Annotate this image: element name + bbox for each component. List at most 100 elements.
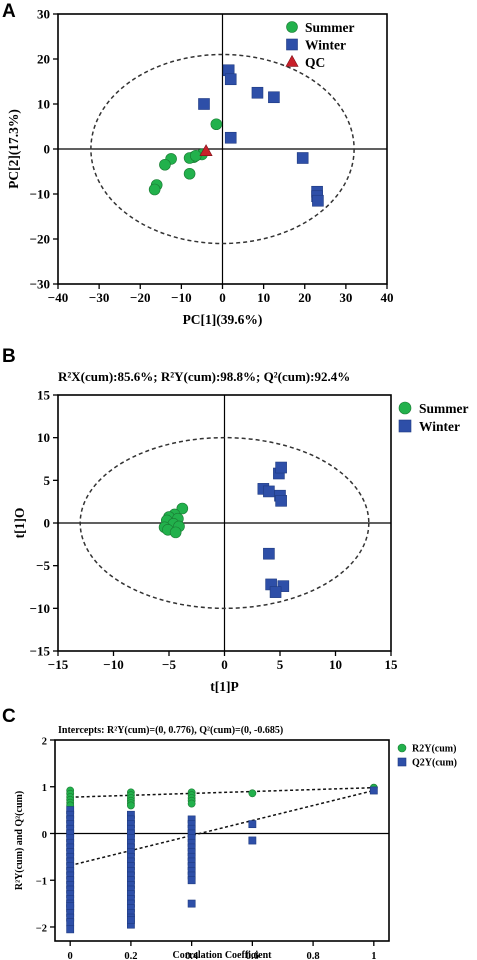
- series-q2y-cum-: [66, 786, 378, 934]
- data-point: [369, 786, 378, 795]
- y-tick-label: −20: [30, 232, 50, 247]
- legend-label: Q2Y(cum): [412, 758, 457, 769]
- legend-label: Summer: [305, 20, 355, 35]
- x-tick-label: −10: [171, 290, 191, 305]
- data-point: [176, 502, 189, 515]
- legend-label: QC: [305, 55, 325, 70]
- data-point: [66, 902, 75, 910]
- legend-label: Winter: [305, 38, 346, 53]
- chart-pca: −40 −30 −20 −10 0 10 20 30 40−30−20−100102030PC[…: [6, 7, 394, 328]
- y-tick-label: 2: [42, 737, 47, 748]
- legend-label: Winter: [419, 419, 460, 434]
- legend: Summer Winter: [398, 401, 469, 434]
- y-tick-label: −2: [36, 923, 47, 934]
- data-point: [248, 836, 257, 845]
- series-r2y-cum-: [66, 783, 378, 810]
- x-tick-label: −20: [130, 290, 150, 305]
- y-tick-label: −1: [36, 877, 47, 888]
- data-point: [187, 876, 196, 885]
- data-point: [275, 495, 287, 507]
- data-point: [127, 916, 135, 924]
- data-point: [187, 799, 196, 808]
- data-point: [199, 144, 213, 156]
- y-tick-label: −10: [30, 187, 50, 202]
- y-tick-label: −30: [30, 277, 50, 292]
- x-tick-label: 0.4: [185, 951, 199, 960]
- x-tick-label: 0: [68, 951, 73, 960]
- x-tick-label: 0: [221, 657, 228, 672]
- legend-label: R2Y(cum): [412, 744, 456, 755]
- y-tick-label: 0: [44, 142, 51, 157]
- data-point: [248, 789, 257, 798]
- legend-label: Summer: [419, 401, 469, 416]
- x-tick-label: 0.2: [124, 951, 137, 960]
- data-point: [187, 899, 196, 908]
- legend-marker: [397, 757, 407, 767]
- y-axis-label: t[1]O: [12, 508, 27, 539]
- y-axis-label: PC[2](17.3%): [6, 109, 21, 189]
- x-tick-label: 5: [277, 657, 284, 672]
- data-point: [127, 801, 135, 810]
- legend-marker: [286, 21, 298, 33]
- y-tick-label: 10: [37, 430, 50, 445]
- data-point: [198, 98, 210, 110]
- x-tick-label: 15: [385, 657, 399, 672]
- data-point: [263, 485, 275, 498]
- data-point: [251, 86, 264, 99]
- data-point: [263, 547, 275, 560]
- y-tick-label: 0: [42, 830, 47, 841]
- data-point: [148, 183, 161, 196]
- x-axis-label: Correlation Coefficient: [173, 950, 273, 960]
- data-point: [224, 73, 237, 86]
- legend-marker: [398, 419, 412, 433]
- series-qc: [199, 144, 213, 156]
- chart-title: R²X(cum):85.6%; R²Y(cum):98.8%; Q²(cum):…: [58, 369, 350, 384]
- data-point: [183, 167, 196, 180]
- data-point: [169, 526, 182, 539]
- confidence-ellipse: [79, 436, 370, 610]
- chart-permutation: 0 0.2 0.4 0.6 0.8 1 −2 −1 0 1 2 Correlation Coeffic…: [14, 725, 457, 960]
- y-tick-label: 20: [37, 52, 50, 67]
- y-tick-label: 1: [42, 783, 47, 794]
- y-axis-label: R²Y(cum) and Q²(cum): [14, 791, 25, 890]
- data-point: [248, 820, 257, 829]
- r2y-regression-line: [70, 786, 374, 798]
- x-tick-label: −30: [89, 290, 109, 305]
- confidence-ellipse: [90, 53, 355, 245]
- y-tick-label: −5: [36, 558, 50, 573]
- legend: Summer Winter QC: [285, 20, 355, 70]
- x-tick-label: 10: [257, 290, 270, 305]
- x-tick-label: 40: [381, 290, 394, 305]
- chart-title: Intercepts: R²Y(cum)=(0, 0.776), Q²(cum)…: [58, 725, 283, 736]
- y-tick-label: −15: [30, 644, 51, 659]
- legend-marker: [397, 743, 407, 753]
- data-point: [277, 580, 290, 592]
- x-tick-label: 0.6: [246, 951, 259, 960]
- x-tick-label: −10: [103, 657, 123, 672]
- y-tick-label: 10: [37, 97, 50, 112]
- series-winter: [198, 64, 324, 207]
- x-axis-label: PC[1](39.6%): [183, 312, 263, 327]
- data-point: [66, 925, 75, 934]
- x-tick-label: −5: [162, 657, 176, 672]
- data-point: [296, 152, 309, 164]
- panel-label-b: B: [2, 346, 16, 367]
- data-point: [66, 918, 75, 927]
- x-tick-label: 20: [298, 290, 311, 305]
- y-tick-label: 5: [44, 473, 51, 488]
- series-summer: [158, 502, 189, 539]
- data-point: [224, 131, 237, 144]
- panel-label-a: A: [2, 1, 16, 22]
- legend-marker: [286, 38, 298, 51]
- x-axis-label: t[1]P: [210, 679, 238, 694]
- y-tick-label: −10: [30, 601, 50, 616]
- x-tick-label: 1: [371, 951, 376, 960]
- plot-frame: [54, 739, 390, 942]
- data-point: [268, 91, 280, 104]
- legend-marker: [285, 54, 299, 67]
- x-tick-label: 0.8: [307, 951, 320, 960]
- q2-regression-line: [70, 789, 374, 867]
- x-tick-label: −15: [48, 657, 69, 672]
- data-point: [269, 586, 282, 598]
